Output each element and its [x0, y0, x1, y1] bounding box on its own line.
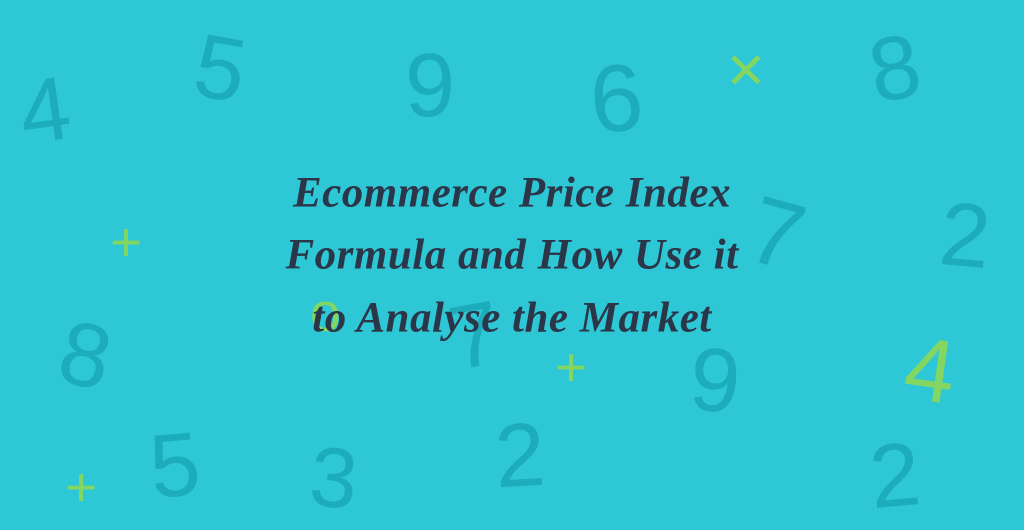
bg-glyph: 9	[405, 35, 455, 138]
bg-glyph: 5	[146, 413, 205, 520]
title-line-3: to Analyse the Market	[312, 294, 712, 341]
bg-glyph: 2	[866, 423, 925, 530]
bg-glyph: 8	[861, 14, 928, 124]
bg-glyph: 6	[585, 43, 647, 156]
main-title: Ecommerce Price Index Formula and How Us…	[0, 162, 1024, 349]
bg-glyph: +	[65, 455, 97, 519]
bg-glyph: 4	[13, 57, 77, 166]
bg-glyph: ✕	[725, 42, 767, 100]
bg-glyph: 5	[186, 14, 253, 124]
bg-glyph: 3	[306, 428, 362, 530]
title-line-2: Formula and How Use it	[285, 232, 738, 279]
title-line-1: Ecommerce Price Index	[293, 169, 731, 216]
title-container: Ecommerce Price Index Formula and How Us…	[0, 162, 1024, 349]
bg-glyph: 2	[492, 404, 547, 509]
